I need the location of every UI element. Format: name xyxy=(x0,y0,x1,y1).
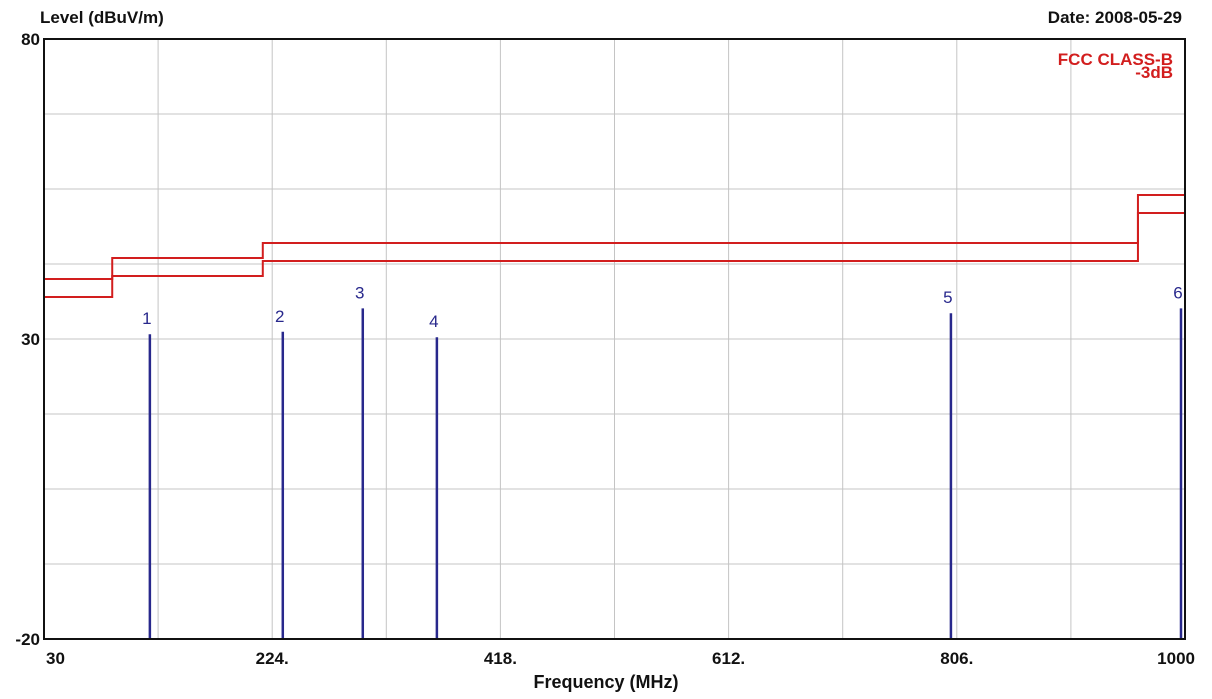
marker-label-5: 5 xyxy=(943,288,952,307)
marker-label-4: 4 xyxy=(429,312,438,331)
x-tick-label: 30 xyxy=(46,649,65,668)
plot-border xyxy=(43,38,1186,640)
marker-label-2: 2 xyxy=(275,307,284,326)
x-tick-label: 612. xyxy=(712,649,745,668)
marker-label-6: 6 xyxy=(1173,283,1182,302)
y-tick-label: 80 xyxy=(21,30,40,49)
legend-entry: -3dB xyxy=(1135,63,1173,82)
marker-label-1: 1 xyxy=(142,309,151,328)
legend-entry: FCC CLASS-B xyxy=(1058,50,1173,69)
x-tick-label: 224. xyxy=(256,649,289,668)
y-axis-label: Level (dBuV/m) xyxy=(40,8,164,27)
x-tick-label: 806. xyxy=(940,649,973,668)
x-tick-label: 418. xyxy=(484,649,517,668)
y-tick-label: -20 xyxy=(15,630,40,649)
x-tick-label: 1000 xyxy=(1157,649,1195,668)
y-tick-label: 30 xyxy=(21,330,40,349)
marker-label-3: 3 xyxy=(355,283,364,302)
x-axis-label: Frequency (MHz) xyxy=(533,672,679,692)
date-label: Date: 2008-05-29 xyxy=(1047,8,1182,27)
limit-line-2 xyxy=(44,212,1185,298)
